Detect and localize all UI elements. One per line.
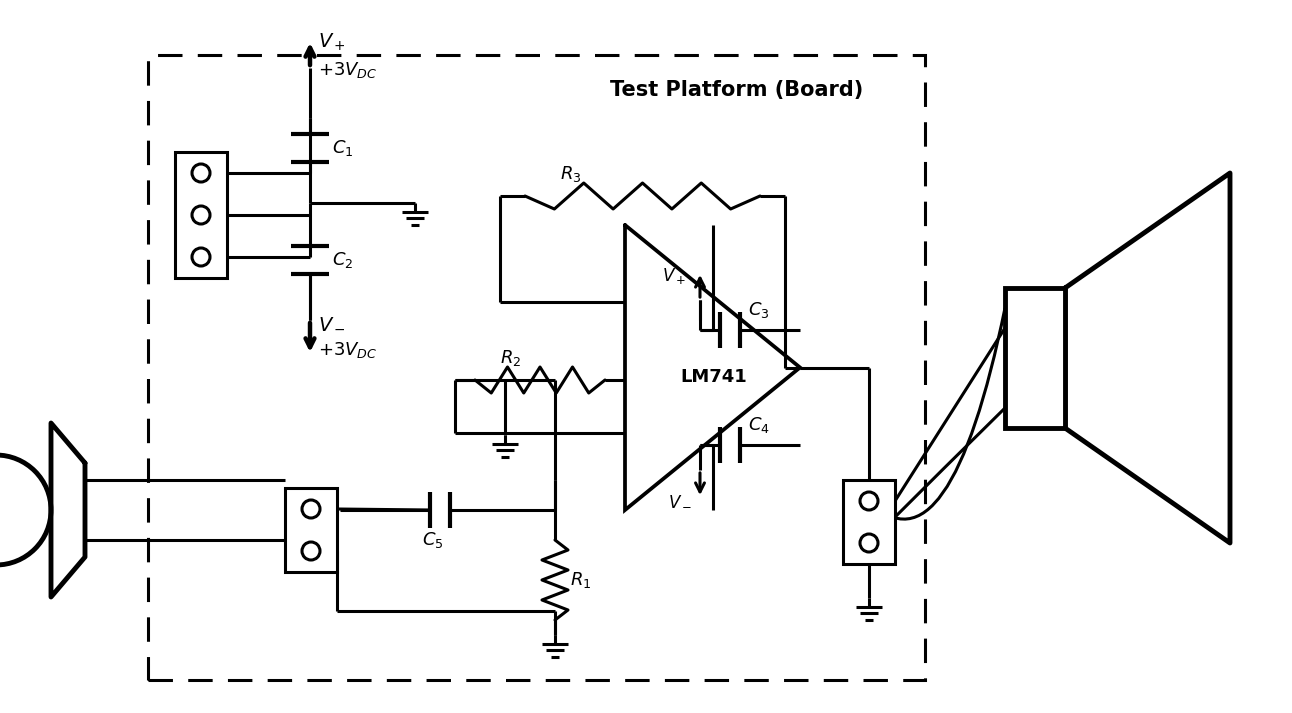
Text: $V_+$: $V_+$ — [318, 31, 346, 53]
Text: $C_4$: $C_4$ — [748, 415, 770, 435]
Text: $+3V_{DC}$: $+3V_{DC}$ — [318, 340, 377, 360]
Text: LM741: LM741 — [680, 369, 747, 386]
Bar — [149, 55, 925, 680]
Text: $C_1$: $C_1$ — [332, 138, 354, 158]
Bar — [1005, 288, 1065, 428]
Text: $R_2$: $R_2$ — [500, 348, 521, 368]
Text: $C_5$: $C_5$ — [422, 530, 443, 550]
Text: $V_+$: $V_+$ — [662, 266, 686, 286]
Text: $R_1$: $R_1$ — [570, 570, 592, 590]
Bar — [286, 488, 337, 572]
Text: $C_3$: $C_3$ — [748, 300, 770, 320]
Text: $V_-$: $V_-$ — [318, 312, 346, 332]
Text: Test Platform (Board): Test Platform (Board) — [610, 80, 863, 100]
Bar — [174, 152, 227, 278]
Text: $+3V_{DC}$: $+3V_{DC}$ — [318, 60, 377, 80]
Bar — [842, 480, 895, 564]
Text: $R_3$: $R_3$ — [559, 164, 581, 184]
Text: $C_2$: $C_2$ — [332, 250, 353, 270]
Text: $V_-$: $V_-$ — [668, 491, 693, 509]
